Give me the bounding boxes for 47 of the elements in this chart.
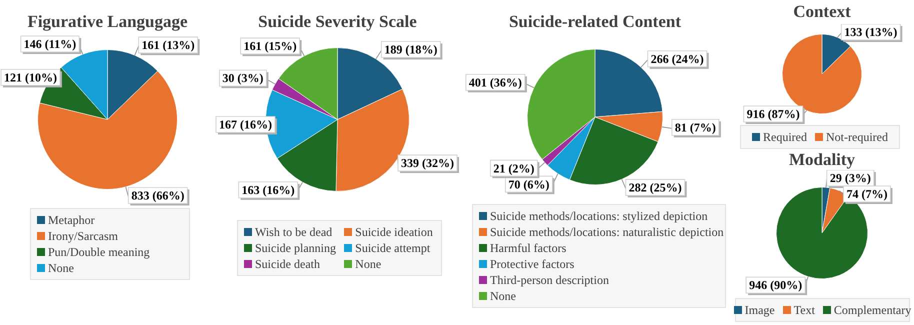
legend-label: Suicide death	[255, 256, 320, 272]
legend-label: Metaphor	[48, 212, 95, 228]
legend-label: Third-person description	[490, 272, 609, 288]
data-label: 81 (7%)	[674, 120, 716, 134]
data-label: 30 (3%)	[222, 71, 264, 86]
data-label: 161 (13%)	[142, 38, 195, 52]
data-label: 266 (24%)	[650, 52, 704, 66]
legend-label: Irony/Sarcasm	[48, 228, 118, 244]
legend-label: Suicide ideation	[355, 224, 433, 240]
legend-label: None	[490, 288, 516, 304]
data-label: 167 (16%)	[219, 118, 272, 132]
data-label: 133 (13%)	[844, 25, 898, 40]
legend-label: Protective factors	[490, 256, 574, 272]
legend-label: None	[48, 260, 74, 276]
legend-label: Pun/Double meaning	[48, 244, 150, 260]
data-label: 70 (6%)	[508, 177, 550, 192]
legend-label: Required	[763, 129, 807, 145]
chart-title: Suicide Severity Scale	[257, 12, 418, 32]
legend-label: None	[355, 256, 382, 272]
legend-label: Suicide methods/locations: stylized depiction	[490, 208, 708, 224]
legend-label: Suicide methods/locations: naturalistic depiction	[490, 224, 724, 240]
data-label: 916 (87%)	[746, 107, 800, 122]
legend-label: Suicide planning	[255, 240, 336, 256]
chart-title: Suicide-related Content	[508, 12, 682, 32]
data-label: 282 (25%)	[628, 180, 682, 195]
chart-title: Figurative Langugage	[26, 12, 189, 32]
legend-label: Harmful factors	[490, 240, 566, 256]
data-label: 833 (66%)	[131, 188, 184, 203]
data-label: 189 (18%)	[384, 42, 438, 57]
data-label: 946 (90%)	[749, 278, 802, 292]
chart-title: Context	[792, 2, 852, 22]
legend-label: Suicide attempt	[355, 240, 430, 256]
data-label: 163 (16%)	[242, 182, 295, 197]
data-label: 121 (10%)	[4, 70, 57, 84]
data-label: 161 (15%)	[244, 39, 297, 54]
data-label: 29 (3%)	[830, 171, 871, 186]
legend-label: Not-required	[826, 129, 888, 145]
data-label: 146 (11%)	[24, 37, 76, 52]
chart-title: Modality	[788, 150, 856, 170]
data-label: 401 (36%)	[468, 75, 522, 90]
data-label: 74 (7%)	[846, 187, 888, 202]
legend-label: Wish to be dead	[255, 224, 332, 240]
legend-label: Image	[744, 302, 775, 318]
legend-label: Text	[794, 302, 815, 318]
data-label: 339 (32%)	[401, 156, 454, 170]
legend-label: Complementary	[834, 302, 912, 318]
data-label: 21 (2%)	[493, 161, 534, 176]
